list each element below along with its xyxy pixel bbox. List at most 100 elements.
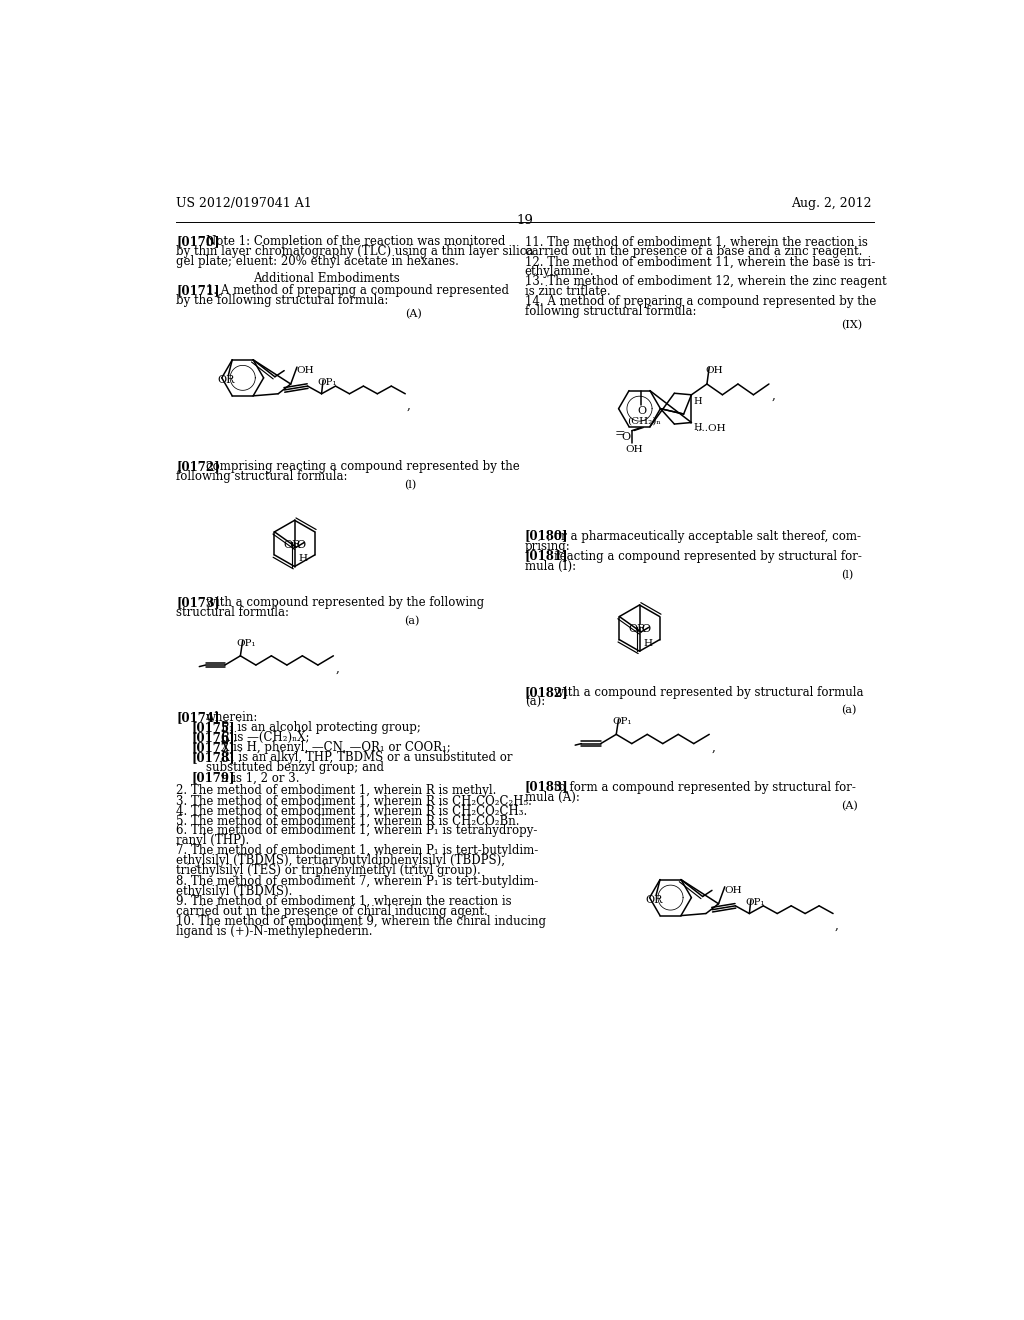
Text: by the following structural formula:: by the following structural formula: — [176, 294, 388, 308]
Text: ethylsilyl (TBDMS), tertiarybutyldiphenylsilyl (TBDPS),: ethylsilyl (TBDMS), tertiarybutyldipheny… — [176, 854, 505, 867]
Text: prising:: prising: — [524, 540, 570, 553]
Text: [0179]: [0179] — [191, 771, 236, 784]
Text: gel plate; eluent: 20% ethyl acetate in hexanes.: gel plate; eluent: 20% ethyl acetate in … — [176, 256, 459, 268]
Text: [0183]: [0183] — [524, 780, 568, 793]
Text: [0181]: [0181] — [524, 549, 568, 562]
Text: 19: 19 — [516, 214, 534, 227]
Text: ,: , — [336, 663, 340, 675]
Text: Additional Embodiments: Additional Embodiments — [254, 272, 400, 285]
Text: OR: OR — [645, 895, 663, 906]
Text: OP₁: OP₁ — [237, 639, 256, 648]
Text: carried out in the presence of a base and a zinc reagent.: carried out in the presence of a base an… — [524, 246, 862, 259]
Text: R is —(CH₂)ₙX;: R is —(CH₂)ₙX; — [221, 731, 309, 744]
Text: [0171]: [0171] — [176, 284, 219, 297]
Text: (A): (A) — [841, 800, 858, 810]
Text: ,: , — [407, 399, 411, 412]
Text: triethylsilyl (TES) or triphenylmethyl (trityl group).: triethylsilyl (TES) or triphenylmethyl (… — [176, 865, 481, 878]
Text: O: O — [637, 407, 646, 416]
Text: OH: OH — [724, 886, 741, 895]
Text: n is 1, 2 or 3.: n is 1, 2 or 3. — [221, 771, 299, 784]
Text: (A): (A) — [406, 309, 422, 319]
Text: Aug. 2, 2012: Aug. 2, 2012 — [792, 197, 872, 210]
Text: [0176]: [0176] — [191, 731, 236, 744]
Text: 7. The method of embodiment 1, wherein P₁ is tert-butyldim-: 7. The method of embodiment 1, wherein P… — [176, 845, 539, 858]
Text: [0175]: [0175] — [191, 721, 236, 734]
Text: OP₁: OP₁ — [317, 379, 337, 387]
Text: [0177]: [0177] — [191, 742, 236, 754]
Text: 12. The method of embodiment 11, wherein the base is tri-: 12. The method of embodiment 11, wherein… — [524, 256, 876, 268]
Text: ethylamine.: ethylamine. — [524, 265, 594, 279]
Text: following structural formula:: following structural formula: — [176, 470, 347, 483]
Text: OH: OH — [296, 367, 313, 375]
Text: 4. The method of embodiment 1, wherein R is CH₂CO₂CH₃.: 4. The method of embodiment 1, wherein R… — [176, 804, 527, 817]
Text: [0170]: [0170] — [176, 235, 219, 248]
Text: mula (A):: mula (A): — [524, 791, 580, 804]
Text: ranyl (THP).: ranyl (THP). — [176, 834, 249, 847]
Text: Note 1: Completion of the reaction was monitored: Note 1: Completion of the reaction was m… — [206, 235, 505, 248]
Text: X is H, phenyl, —CN, —OR₁ or COOR₁;: X is H, phenyl, —CN, —OR₁ or COOR₁; — [221, 742, 451, 754]
Text: 13. The method of embodiment 12, wherein the zinc reagent: 13. The method of embodiment 12, wherein… — [524, 276, 887, 289]
Text: ethylsilyl (TBDMS).: ethylsilyl (TBDMS). — [176, 884, 293, 898]
Text: [0180]: [0180] — [524, 529, 568, 543]
Text: H: H — [693, 422, 702, 432]
Text: ....OH: ....OH — [695, 424, 726, 433]
Text: 1. A method of preparing a compound represented: 1. A method of preparing a compound repr… — [206, 284, 509, 297]
Text: mula (I):: mula (I): — [524, 560, 575, 573]
Text: P₁ is an alcohol protecting group;: P₁ is an alcohol protecting group; — [221, 721, 421, 734]
Text: comprising reacting a compound represented by the: comprising reacting a compound represent… — [206, 461, 519, 474]
Text: 10. The method of embodiment 9, wherein the chiral inducing: 10. The method of embodiment 9, wherein … — [176, 915, 546, 928]
Text: OR: OR — [217, 375, 234, 385]
Text: OP₁: OP₁ — [745, 898, 765, 907]
Text: 9. The method of embodiment 1, wherein the reaction is: 9. The method of embodiment 1, wherein t… — [176, 895, 512, 908]
Text: 14. A method of preparing a compound represented by the: 14. A method of preparing a compound rep… — [524, 296, 877, 309]
Text: 8. The method of embodiment 7, wherein P₁ is tert-butyldim-: 8. The method of embodiment 7, wherein P… — [176, 875, 539, 887]
Text: (l): (l) — [841, 570, 853, 579]
Text: reacting a compound represented by structural for-: reacting a compound represented by struc… — [554, 549, 862, 562]
Text: (l): (l) — [403, 480, 416, 491]
Text: substituted benzyl group; and: substituted benzyl group; and — [206, 762, 384, 775]
Text: following structural formula:: following structural formula: — [524, 305, 696, 318]
Text: (CH₂)ₙ: (CH₂)ₙ — [627, 417, 660, 426]
Text: (IX): (IX) — [841, 321, 862, 330]
Text: or a pharmaceutically acceptable salt thereof, com-: or a pharmaceutically acceptable salt th… — [554, 529, 861, 543]
Text: [0173]: [0173] — [176, 595, 220, 609]
Text: 2. The method of embodiment 1, wherein R is methyl.: 2. The method of embodiment 1, wherein R… — [176, 784, 497, 797]
Text: [0174]: [0174] — [176, 711, 219, 725]
Text: (a):: (a): — [524, 696, 545, 709]
Text: OH: OH — [706, 366, 723, 375]
Text: with a compound represented by the following: with a compound represented by the follo… — [206, 595, 483, 609]
Text: is zinc triflate.: is zinc triflate. — [524, 285, 610, 298]
Text: O: O — [296, 540, 305, 549]
Text: OR: OR — [284, 540, 301, 549]
Text: wherein:: wherein: — [206, 711, 258, 725]
Text: [0182]: [0182] — [524, 686, 568, 698]
Text: OR: OR — [629, 624, 646, 634]
Text: ligand is (+)-N-methylephederin.: ligand is (+)-N-methylephederin. — [176, 924, 373, 937]
Text: (a): (a) — [403, 615, 419, 626]
Text: ,: , — [835, 919, 839, 932]
Text: H: H — [693, 397, 702, 407]
Text: 11. The method of embodiment 1, wherein the reaction is: 11. The method of embodiment 1, wherein … — [524, 235, 867, 248]
Text: ,: , — [771, 388, 775, 401]
Text: (a): (a) — [841, 705, 856, 715]
Text: =: = — [614, 426, 626, 440]
Text: H: H — [643, 639, 652, 648]
Text: carried out in the presence of chiral inducing agent.: carried out in the presence of chiral in… — [176, 904, 487, 917]
Text: OH: OH — [626, 445, 643, 454]
Text: O: O — [641, 624, 650, 634]
Text: [0178]: [0178] — [191, 751, 236, 764]
Text: R₁ is an alkyl, THP, TBDMS or a unsubstituted or: R₁ is an alkyl, THP, TBDMS or a unsubsti… — [221, 751, 512, 764]
Text: US 2012/0197041 A1: US 2012/0197041 A1 — [176, 197, 311, 210]
Text: 5. The method of embodiment 1, wherein R is CH₂CO₂Bn.: 5. The method of embodiment 1, wherein R… — [176, 814, 519, 828]
Text: [0172]: [0172] — [176, 461, 220, 474]
Text: by thin layer chromatography (TLC) using a thin layer silica: by thin layer chromatography (TLC) using… — [176, 246, 534, 259]
Text: structural formula:: structural formula: — [176, 606, 289, 619]
Text: ,: , — [712, 741, 716, 754]
Text: 6. The method of embodiment 1, wherein P₁ is tetrahydropy-: 6. The method of embodiment 1, wherein P… — [176, 825, 538, 837]
Text: H: H — [299, 554, 307, 564]
Text: to form a compound represented by structural for-: to form a compound represented by struct… — [554, 780, 856, 793]
Text: 3. The method of embodiment 1, wherein R is CH₂CO₂C₂H₅.: 3. The method of embodiment 1, wherein R… — [176, 795, 531, 808]
Text: OP₁: OP₁ — [612, 718, 632, 726]
Text: O: O — [621, 432, 630, 442]
Text: with a compound represented by structural formula: with a compound represented by structura… — [554, 686, 864, 698]
